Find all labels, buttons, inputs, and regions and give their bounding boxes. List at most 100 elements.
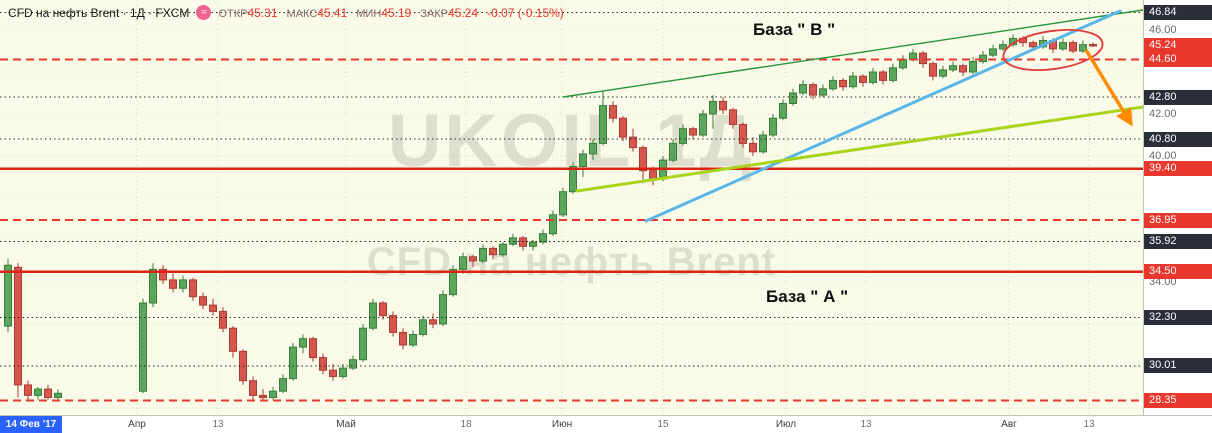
candle-body (769, 117, 777, 136)
candle-body (319, 357, 327, 371)
candle-body (689, 128, 697, 136)
candle-body (759, 134, 767, 153)
candle-body (409, 334, 417, 346)
candle-body (429, 319, 437, 325)
candle-body (1089, 43, 1097, 47)
candle-body (709, 100, 717, 115)
time-axis-tick: Авг (1001, 419, 1017, 430)
candle-body (279, 378, 287, 392)
open-value: 45.31 (247, 5, 278, 20)
candle-body (389, 315, 397, 333)
candle-body (639, 147, 647, 172)
candle-body (549, 214, 557, 235)
candle-body (349, 359, 357, 369)
candle-body (229, 327, 237, 352)
candle-body (1029, 42, 1037, 48)
candle-body (459, 256, 467, 270)
candle-body (139, 302, 147, 392)
down-arrow[interactable] (1084, 49, 1133, 127)
candle-body (1069, 42, 1077, 52)
candle-body (739, 124, 747, 144)
price-axis-label: 36.95 (1144, 212, 1212, 228)
chart-canvas[interactable] (0, 0, 1143, 415)
candle-body (1059, 42, 1067, 50)
candle-body (699, 113, 707, 136)
candle-body (1079, 44, 1087, 52)
close-label: ЗАКР (420, 7, 449, 20)
annotation-base-b[interactable]: База " В " (753, 20, 836, 39)
legend-bar: CFD на нефть Brent · 1Д · FXCM ≈ ОТКР45.… (8, 5, 564, 20)
candle-body (669, 142, 677, 161)
candle-body (34, 388, 42, 396)
price-axis-label: 34.50 (1144, 264, 1212, 279)
price-axis-label: 46.00 (1149, 23, 1177, 36)
price-axis-label: 32.30 (1144, 310, 1212, 326)
price-axis-label: 35.92 (1144, 234, 1212, 250)
high-label: МАКС (286, 7, 318, 20)
candle-body (149, 268, 157, 304)
candle-body (589, 142, 597, 155)
start-date-label: 14 Фев '17 (0, 416, 62, 433)
candle-body (999, 44, 1007, 50)
price-axis-label: 39.40 (1144, 161, 1212, 177)
time-axis-tick: Июн (551, 419, 573, 430)
candle-body (919, 52, 927, 65)
highlight-ellipse[interactable] (1001, 24, 1105, 76)
candle-body (359, 327, 367, 361)
symbol-title[interactable]: CFD на нефть Brent · 1Д · FXCM (8, 5, 190, 20)
low-value: 45.19 (381, 5, 412, 20)
price-axis-label: 30.01 (1144, 358, 1212, 374)
candle-body (749, 142, 757, 153)
candle-body (269, 390, 277, 399)
support-line-blue[interactable] (644, 9, 1122, 223)
candle-body (869, 71, 877, 83)
provider-badge-icon: ≈ (196, 5, 212, 20)
price-axis-label: 44.60 (1144, 51, 1212, 67)
annotation-base-a[interactable]: База " А " (766, 287, 849, 306)
candle-body (209, 304, 217, 312)
price-axis-label: 42.80 (1144, 89, 1212, 105)
candle-body (189, 279, 197, 298)
candle-body (819, 88, 827, 96)
time-axis-tick: Июл (775, 419, 797, 430)
candle-body (649, 170, 657, 180)
support-line-chartreuse[interactable] (575, 105, 1143, 193)
candle-body (889, 67, 897, 81)
candle-body (289, 346, 297, 380)
candle-body (939, 69, 947, 77)
high-value: 45.41 (317, 5, 348, 20)
price-axis[interactable]: 46.84 46.00 45.24 44.60 42.80 42.00 40.80 40.00… (1143, 0, 1212, 415)
time-axis-tick: Апр (128, 419, 146, 430)
candle-body (829, 79, 837, 90)
change-value: -0.07 (-0.15%) (487, 5, 564, 20)
candle-body (809, 84, 817, 96)
candle-body (489, 247, 497, 256)
candle-body (379, 302, 387, 317)
candle-body (509, 237, 517, 245)
candle-body (44, 388, 52, 399)
low-label: МИН (356, 7, 382, 20)
candle-body (159, 268, 167, 281)
time-axis-tick: 13 (1083, 419, 1095, 430)
price-axis-label: 40.80 (1144, 131, 1212, 147)
candle-body (979, 54, 987, 63)
candle-body (469, 256, 477, 262)
candle-body (24, 384, 32, 396)
close-value: 45.24 (448, 5, 479, 20)
price-axis-label: 42.00 (1149, 107, 1177, 120)
candle-body (719, 100, 727, 111)
channel-top-line[interactable] (562, 9, 1143, 98)
candle-body (169, 279, 177, 289)
open-label: ОТКР (218, 7, 248, 20)
candle-body (899, 58, 907, 69)
price-axis-label: 45.24 (1144, 38, 1212, 54)
candle-body (339, 367, 347, 378)
ohlc-readout: ОТКР45.31 МАКС45.41 МИН45.19 ЗАКР45.24 -… (218, 6, 563, 20)
candle-body (499, 243, 507, 256)
time-ticks: Апр 13 Май 18 Июн 15 Июл 13 Авг 13 (0, 416, 1143, 433)
candle-body (539, 233, 547, 243)
time-axis[interactable]: Апр 13 Май 18 Июн 15 Июл 13 Авг 13 14 Фев '17 (0, 415, 1212, 433)
candle-body (369, 302, 377, 329)
time-axis-tick: 13 (860, 419, 872, 430)
time-axis-tick: 13 (212, 419, 224, 430)
